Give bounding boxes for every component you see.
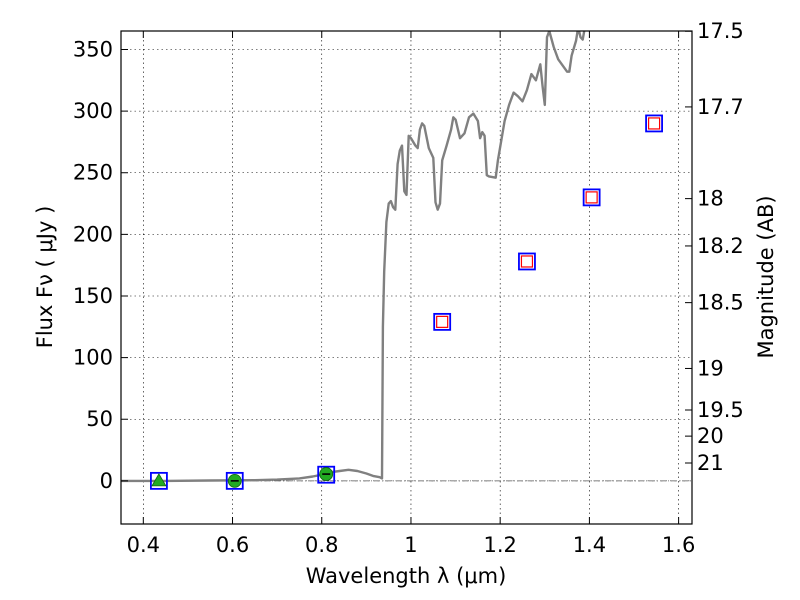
magnitude-tick-label: 18.2 <box>697 234 744 258</box>
y-tick-label: 300 <box>73 99 113 123</box>
magnitude-tick-label: 21 <box>697 451 724 475</box>
photometry-triangle-marker <box>151 473 167 487</box>
model-photometry-marker <box>433 312 452 331</box>
model-photometry-marker <box>150 471 168 490</box>
model-photometry-marker <box>645 114 663 133</box>
x-tick-label: 0.4 <box>127 533 160 557</box>
model-photometry-marker <box>225 471 244 490</box>
y-tick-label: 200 <box>73 222 113 246</box>
magnitude-tick-label: 17.5 <box>697 19 744 43</box>
upper-limit-marker <box>520 255 534 268</box>
model-photometry-marker <box>582 188 601 207</box>
y-tick-label: 350 <box>73 37 113 61</box>
tick-labels: 0.4 0.6 0.8 1 1.2 1.4 1.6 0 50 100 150 200 250 300 350… <box>73 19 744 557</box>
upper-limit-marker <box>436 315 449 328</box>
y-tick-label: 150 <box>73 284 113 308</box>
y-tick-label: 0 <box>100 469 113 493</box>
upper-limit-marker <box>647 117 661 130</box>
x-tick-label: 1.6 <box>662 533 695 557</box>
upper-limit-marker <box>585 191 598 204</box>
plot-frame <box>120 30 693 525</box>
y-axis-label: Flux Fν ( μJy ) <box>33 206 57 349</box>
magnitude-tick-label: 18 <box>697 187 724 211</box>
x-axis-label: Wavelength λ (μm) <box>306 564 507 588</box>
plot-area <box>121 31 663 490</box>
magnitude-tick-label: 19.5 <box>697 398 744 422</box>
x-tick-label: 0.6 <box>216 533 249 557</box>
y-tick-label: 250 <box>73 161 113 185</box>
model-spectrum-line <box>121 31 586 483</box>
y-tick-label: 100 <box>73 346 113 370</box>
y-tick-label: 50 <box>86 407 113 431</box>
x-tick-label: 1.2 <box>483 533 516 557</box>
magnitude-tick-label: 20 <box>697 424 724 448</box>
magnitude-tick-label: 18.5 <box>697 291 744 315</box>
x-tick-label: 0.8 <box>305 533 338 557</box>
model-photometry-marker <box>317 465 336 484</box>
axis-ticks <box>121 30 692 524</box>
x-tick-label: 1 <box>404 533 417 557</box>
y2-axis-label: Magnitude (AB) <box>754 195 778 358</box>
grid-lines <box>121 31 692 524</box>
x-tick-label: 1.4 <box>573 533 606 557</box>
magnitude-tick-label: 17.7 <box>697 95 744 119</box>
magnitude-tick-label: 19 <box>697 356 724 380</box>
model-photometry-marker <box>518 252 536 271</box>
